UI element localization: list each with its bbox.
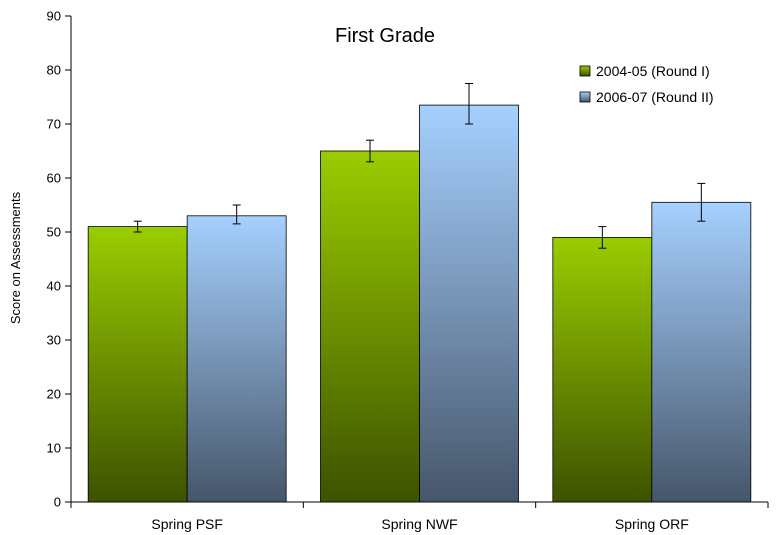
y-tick-label: 50	[47, 225, 61, 240]
chart-title: First Grade	[335, 25, 435, 47]
legend-swatch	[579, 65, 591, 77]
error-bars	[133, 83, 706, 249]
x-tick-label: Spring PSF	[151, 516, 223, 532]
legend: 2004-05 (Round I) 2006-07 (Round II)	[579, 63, 714, 105]
y-tick-label: 10	[47, 441, 61, 456]
bar-round-1	[320, 150, 420, 503]
axes: 0 10 20 30 40 50 60 70 80 90 Spring PSF Spring NWF S…	[47, 9, 769, 532]
bars	[87, 104, 752, 503]
bar-round-2	[419, 104, 519, 503]
bar-round-1	[87, 226, 188, 503]
y-tick-label: 20	[47, 387, 61, 402]
bar-round-2	[651, 201, 752, 503]
legend-label: 2006-07 (Round II)	[596, 89, 714, 105]
y-tick-label: 60	[47, 171, 61, 186]
legend-label: 2004-05 (Round I)	[596, 63, 710, 79]
y-tick-label: 70	[47, 117, 61, 132]
y-axis-label: Score on Assessments	[8, 191, 23, 324]
y-tick-label: 40	[47, 279, 61, 294]
legend-swatch	[579, 91, 591, 103]
y-tick-label: 80	[47, 63, 61, 78]
bar-round-1	[552, 236, 653, 503]
x-tick-label: Spring ORF	[615, 516, 689, 532]
y-tick-label: 90	[47, 9, 61, 24]
x-tick-label: Spring NWF	[381, 516, 457, 532]
y-tick-label: 30	[47, 333, 61, 348]
y-tick-label: 0	[54, 495, 61, 510]
bar-round-2	[186, 215, 287, 503]
